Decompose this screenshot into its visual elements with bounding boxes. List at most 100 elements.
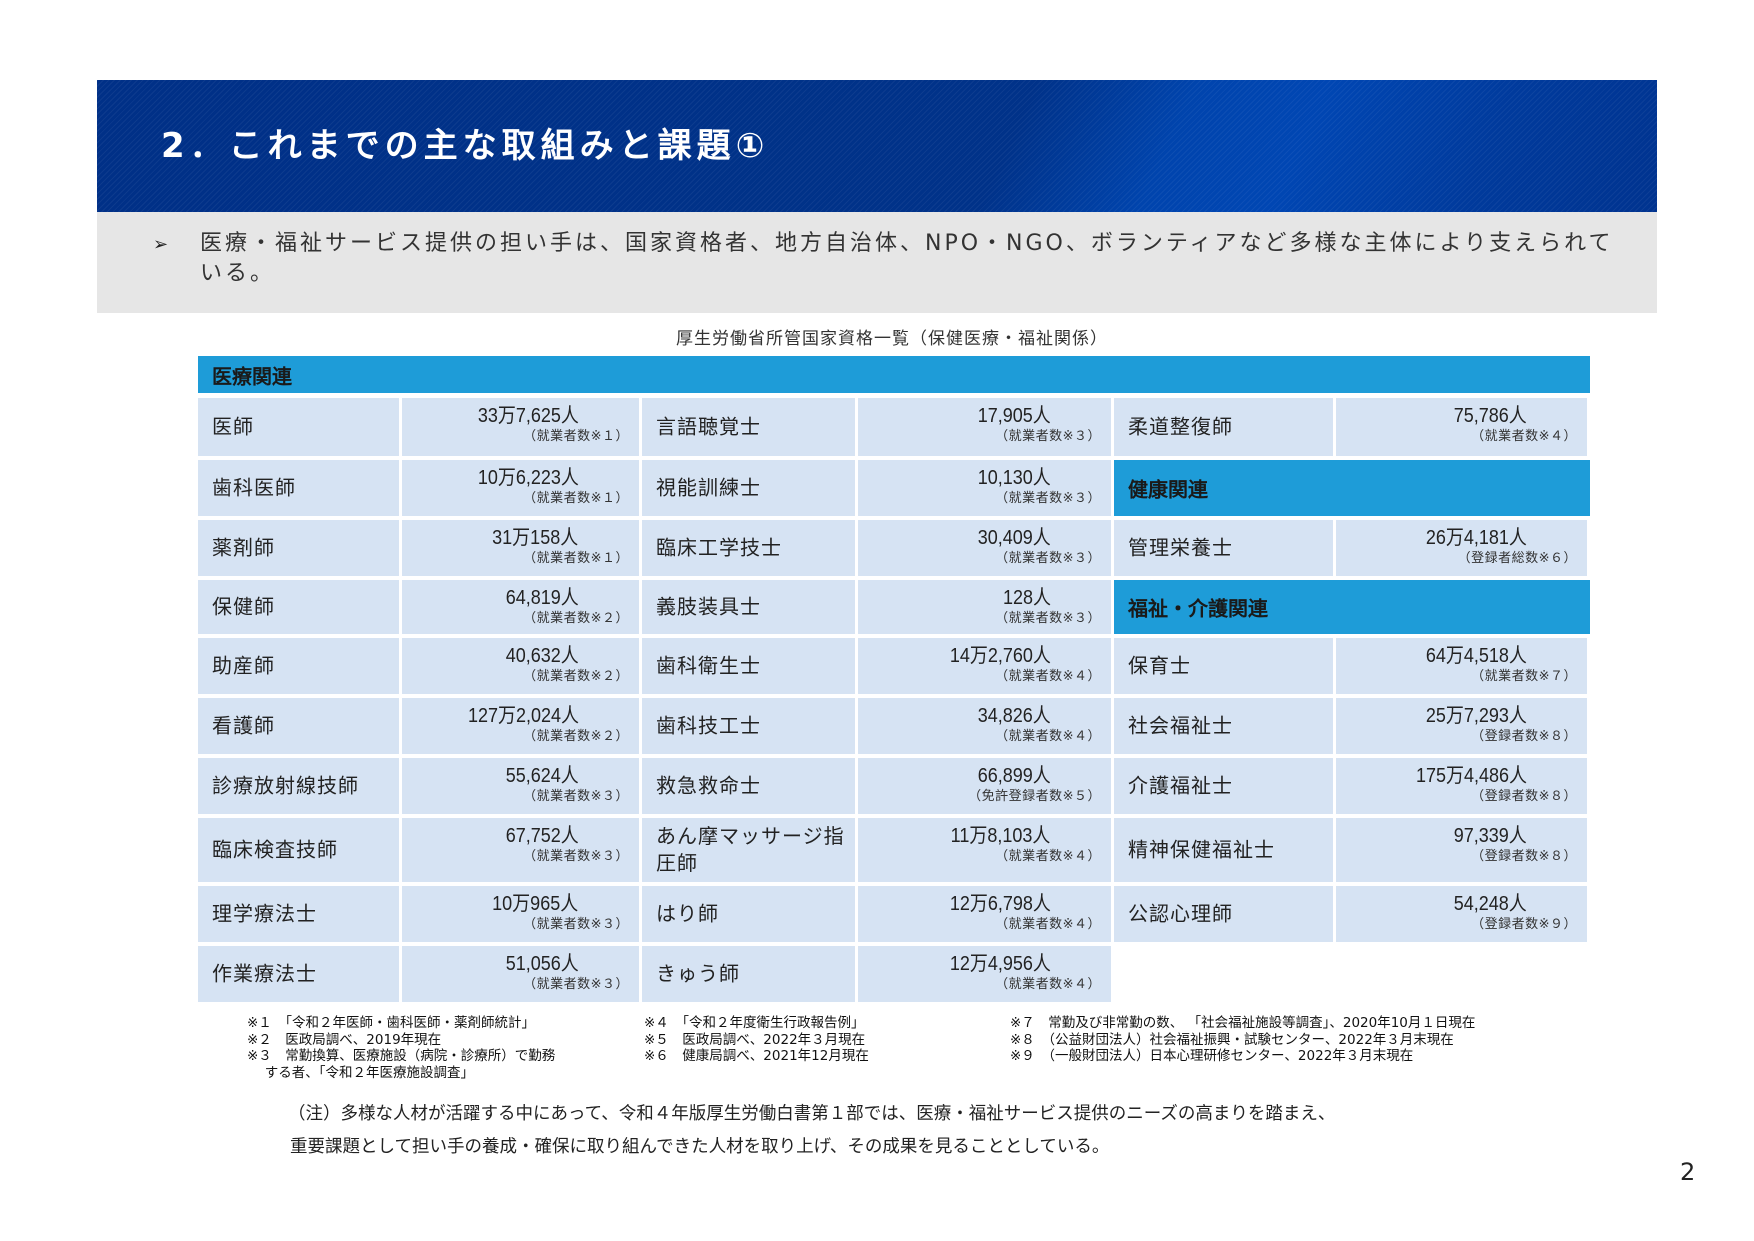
qualification-value-cell: 51,056人 （就業者数※３） [402, 946, 639, 1002]
count-value: 34,826人 [977, 705, 1051, 727]
value-block: 40,632人 （就業者数※２） [492, 644, 629, 686]
qualification-name: 医師 [212, 414, 254, 439]
value-block: 54,248人 （登録者数※９） [1440, 892, 1577, 934]
count-value: 14万2,760人 [949, 645, 1051, 667]
count-value: 25万7,293人 [1425, 705, 1527, 727]
value-block: 10,130人 （就業者数※３） [964, 466, 1101, 508]
footnotes-col3: ※７ 常勤及び非常勤の数、 「社会福祉施設等調査」、2020年10月１日現在 ※… [1010, 1015, 1475, 1065]
value-block: 34,826人 （就業者数※４） [964, 704, 1101, 746]
qualification-name: 理学療法士 [212, 901, 317, 926]
qualification-value-cell: 64万4,518人 （就業者数※７） [1336, 638, 1587, 694]
count-value: 10万965人 [492, 893, 579, 915]
qualification-value-cell: 127万2,024人 （就業者数※２） [402, 698, 639, 754]
value-block: 66,899人 （免許登録者数※５） [964, 764, 1101, 806]
qualification-name: 保健師 [212, 594, 275, 619]
count-note: （就業者数※３） [995, 551, 1101, 566]
qualification-value-cell: 11万8,103人 （就業者数※４） [858, 818, 1111, 882]
count-note: （就業者数※３） [523, 789, 629, 804]
value-block: 10万965人 （就業者数※３） [477, 892, 629, 934]
value-block: 127万2,024人 （就業者数※２） [450, 704, 629, 746]
qualification-value-cell: 175万4,486人 （登録者数※８） [1336, 758, 1587, 814]
count-note: （就業者数※７） [1471, 669, 1577, 684]
count-note: （就業者数※３） [523, 849, 629, 864]
count-note: （登録者数※９） [1471, 917, 1577, 932]
qualification-name-cell: 理学療法士 [198, 886, 399, 942]
count-note: （就業者数※１） [523, 429, 629, 444]
qualification-name: 視能訓練士 [656, 475, 761, 500]
value-block: 128人 （就業者数※３） [992, 586, 1101, 628]
count-note: （就業者数※３） [995, 429, 1101, 444]
qualification-name-cell: 保健師 [198, 580, 399, 634]
summary-box: ➢ 医療・福祉サービス提供の担い手は、国家資格者、地方自治体、NPO・NGO、ボ… [97, 212, 1657, 313]
qualification-name: 介護福祉士 [1128, 773, 1233, 798]
count-note: （就業者数※４） [995, 917, 1101, 932]
section-title: 福祉・介護関連 [1128, 596, 1268, 621]
count-value: 64万4,518人 [1425, 645, 1527, 667]
qualification-name: 歯科衛生士 [656, 653, 761, 678]
qualification-name: 言語聴覚士 [656, 414, 761, 439]
qualification-name: 臨床検査技師 [212, 837, 338, 862]
qualification-name-cell: 義肢装具士 [642, 580, 855, 634]
count-value: 40,632人 [505, 645, 579, 667]
summary-text: 医療・福祉サービス提供の担い手は、国家資格者、地方自治体、NPO・NGO、ボラン… [200, 231, 1614, 286]
value-block: 30,409人 （就業者数※３） [964, 526, 1101, 568]
value-block: 10万6,223人 （就業者数※１） [461, 466, 629, 508]
count-value: 67,752人 [505, 825, 579, 847]
qualification-name: きゅう師 [656, 961, 740, 986]
count-value: 12万6,798人 [949, 893, 1051, 915]
count-note: （免許登録者数※５） [968, 789, 1101, 804]
count-value: 54,248人 [1453, 893, 1527, 915]
qualification-name: 助産師 [212, 653, 275, 678]
qualification-name-cell: 診療放射線技師 [198, 758, 399, 814]
note-paragraph: （注）多様な人材が活躍する中にあって、令和４年版厚生労働白書第１部では、医療・福… [288, 1098, 1335, 1164]
value-block: 11万8,103人 （就業者数※４） [934, 824, 1101, 866]
footnote: ※４ 「令和２年度衛生行政報告例」 [644, 1015, 865, 1031]
qualification-name-cell: 歯科医師 [198, 460, 399, 516]
count-value: 175万4,486人 [1415, 765, 1527, 787]
count-value: 55,624人 [505, 765, 579, 787]
qualification-name-cell: 公認心理師 [1114, 886, 1333, 942]
qualification-name-cell: 助産師 [198, 638, 399, 694]
qualification-value-cell: 67,752人 （就業者数※３） [402, 818, 639, 882]
arrow-bullet-icon: ➢ [153, 234, 169, 255]
qualification-name: 精神保健福祉士 [1128, 837, 1275, 862]
footnote: ※８ （公益財団法人）社会福祉振興・試験センター、2022年３月末現在 [1010, 1031, 1454, 1048]
count-note: （登録者総数※６） [1457, 551, 1577, 566]
section-title: 健康関連 [1128, 477, 1208, 502]
qualification-name-cell: 精神保健福祉士 [1114, 818, 1333, 882]
qualification-name-cell: 臨床検査技師 [198, 818, 399, 882]
count-note: （登録者数※８） [1471, 849, 1577, 864]
footnote: ※１ 「令和２年医師・歯科医師・薬剤師統計」 [247, 1015, 536, 1031]
qualification-value-cell: 31万158人 （就業者数※１） [402, 520, 639, 576]
count-note: （就業者数※３） [523, 917, 629, 932]
count-value: 17,905人 [977, 405, 1051, 427]
qualification-name-cell: 作業療法士 [198, 946, 399, 1002]
qualification-value-cell: 34,826人 （就業者数※４） [858, 698, 1111, 754]
count-value: 10万6,223人 [477, 467, 579, 489]
qualification-name: 薬剤師 [212, 535, 275, 560]
qualification-value-cell: 54,248人 （登録者数※９） [1336, 886, 1587, 942]
qualification-name-cell: 歯科技工士 [642, 698, 855, 754]
qualification-name: 作業療法士 [212, 961, 317, 986]
value-block: 97,339人 （登録者数※８） [1440, 824, 1577, 866]
qualification-name: 歯科技工士 [656, 713, 761, 738]
count-value: 64,819人 [505, 587, 579, 609]
qualification-name-cell: 臨床工学技士 [642, 520, 855, 576]
qualification-name: 義肢装具士 [656, 594, 761, 619]
count-note: （登録者数※８） [1471, 789, 1577, 804]
count-value: 26万4,181人 [1425, 527, 1527, 549]
qualification-name-cell: 視能訓練士 [642, 460, 855, 516]
qualification-name: 保育士 [1128, 653, 1191, 678]
qualification-value-cell: 97,339人 （登録者数※８） [1336, 818, 1587, 882]
qualification-value-cell: 14万2,760人 （就業者数※４） [858, 638, 1111, 694]
table-caption: 厚生労働省所管国家資格一覧（保健医療・福祉関係） [676, 329, 1108, 349]
count-note: （登録者数※８） [1471, 729, 1577, 744]
qualification-name-cell: 社会福祉士 [1114, 698, 1333, 754]
count-value: 127万2,024人 [467, 705, 579, 727]
count-value: 66,899人 [977, 765, 1051, 787]
qualification-value-cell: 25万7,293人 （登録者数※８） [1336, 698, 1587, 754]
value-block: 12万4,956人 （就業者数※４） [933, 952, 1101, 994]
count-value: 51,056人 [505, 953, 579, 975]
count-note: （就業者数※４） [995, 669, 1101, 684]
count-value: 75,786人 [1453, 405, 1527, 427]
